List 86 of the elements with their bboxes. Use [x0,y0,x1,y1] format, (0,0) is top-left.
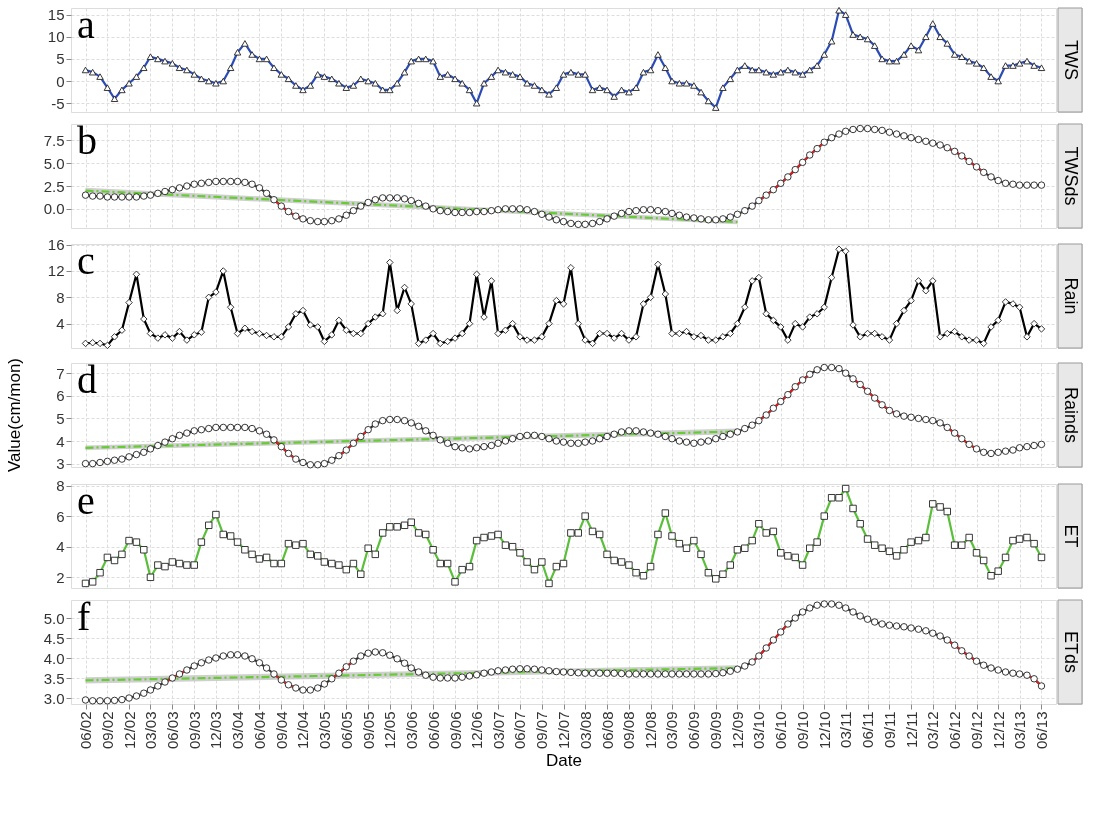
y-tick-label: 12 [47,262,65,280]
x-tick-label: 12/03 [207,711,225,750]
x-tick-label: 06/12 [946,711,964,750]
y-tick-label: 4.0 [43,649,65,667]
x-tick-label: 09/07 [533,711,551,750]
x-tick-label: 03/06 [402,711,420,750]
chart-title: d [77,357,97,402]
y-tick-label: 5 [56,409,65,427]
y-tick-label: 6 [56,507,65,525]
x-tick-label: 06/05 [337,711,355,750]
x-tick-label: 06/02 [77,711,95,750]
y-tick-label: 4.5 [43,629,65,647]
x-tick-label: 03/10 [750,711,768,750]
x-tick-label: 06/06 [424,711,442,750]
x-axis-title: Date [546,751,582,771]
x-tick-label: 06/08 [598,711,616,750]
y-tick-label: 15 [47,6,65,24]
x-tick-label: 09/09 [707,711,725,750]
y2-axis-title: Rainds [1061,386,1081,444]
y-tick-label: 5.0 [43,609,65,627]
y2-axis-title: TWS [1061,40,1081,80]
y-tick-label: 2 [56,568,65,586]
y-tick-label: 0 [56,72,65,90]
y-tick-label: 8 [56,477,65,495]
y-tick-label: 4 [56,315,65,333]
y-tick-label: -5 [51,94,65,112]
x-tick-label: 06/13 [1032,711,1050,750]
x-tick-label: 09/12 [968,711,986,750]
y-tick-label: 7.5 [43,131,65,149]
y-tick-label: 4 [56,432,65,450]
chart-title: a [77,2,95,47]
y-axis-title: Value(cm/mon) [5,358,24,472]
y2-axis-title: ETds [1061,630,1081,674]
y-tick-label: 2.5 [43,177,65,195]
x-tick-label: 03/12 [924,711,942,750]
x-tick-label: 12/06 [468,711,486,750]
chart-title: f [77,594,91,639]
x-tick-label: 06/04 [250,711,268,750]
x-tick-label: 03/08 [576,711,594,750]
x-tick-label: 12/07 [555,711,572,750]
x-tick-label: 09/10 [794,711,812,750]
x-tick-label: 03/11 [837,711,855,748]
x-tick-label: 09/08 [620,711,638,750]
x-tick-label: 06/09 [685,711,703,750]
x-tick-label: 09/02 [98,711,116,750]
x-tick-label: 03/04 [229,711,247,750]
x-tick-label: 12/09 [728,711,746,750]
x-tick-label: 09/03 [185,711,203,750]
x-tick-label: 09/06 [446,711,464,750]
y2-axis-title: ET [1061,524,1081,548]
x-tick-label: 12/12 [989,711,1007,750]
y-tick-label: 3 [56,455,65,473]
x-tick-label: 03/13 [1011,711,1029,750]
x-tick-label: 06/03 [163,711,181,750]
x-tick-label: 03/07 [489,711,507,750]
x-tick-label: 06/07 [511,711,529,750]
y-tick-label: 8 [56,288,65,306]
x-tick-label: 12/04 [294,711,312,750]
x-tick-label: 03/09 [663,711,681,750]
y-tick-label: 3.5 [43,669,65,687]
x-tick-label: 12/11 [902,711,920,748]
chart-title: e [77,478,95,523]
y2-axis-title: Rain [1061,277,1081,315]
x-tick-label: 06/10 [772,711,790,750]
x-tick-label: 03/03 [141,711,159,750]
x-tick-label: 09/04 [272,711,290,750]
x-tick-label: 12/02 [120,711,138,750]
y-tick-label: 10 [47,28,65,46]
y-tick-label: 6 [56,387,65,405]
y-tick-label: 7 [56,364,65,382]
y-tick-label: 5.0 [43,154,65,172]
x-tick-label: 06/11 [859,711,877,748]
x-tick-label: 09/11 [880,711,898,748]
chart-title: b [77,118,97,163]
x-tick-label: 09/05 [359,711,377,750]
y-tick-label: 16 [47,236,65,254]
y2-axis-title: TWSds [1061,146,1081,206]
chart-title: c [77,238,95,283]
x-tick-label: 03/05 [315,711,333,750]
y-tick-label: 5 [56,50,65,68]
y-tick-label: 0.0 [43,200,65,218]
y-tick-label: 4 [56,538,65,556]
y-tick-label: 3.0 [43,689,65,707]
x-tick-label: 12/08 [642,711,660,750]
x-tick-label: 12/05 [381,711,399,750]
x-tick-label: 12/10 [815,711,833,750]
